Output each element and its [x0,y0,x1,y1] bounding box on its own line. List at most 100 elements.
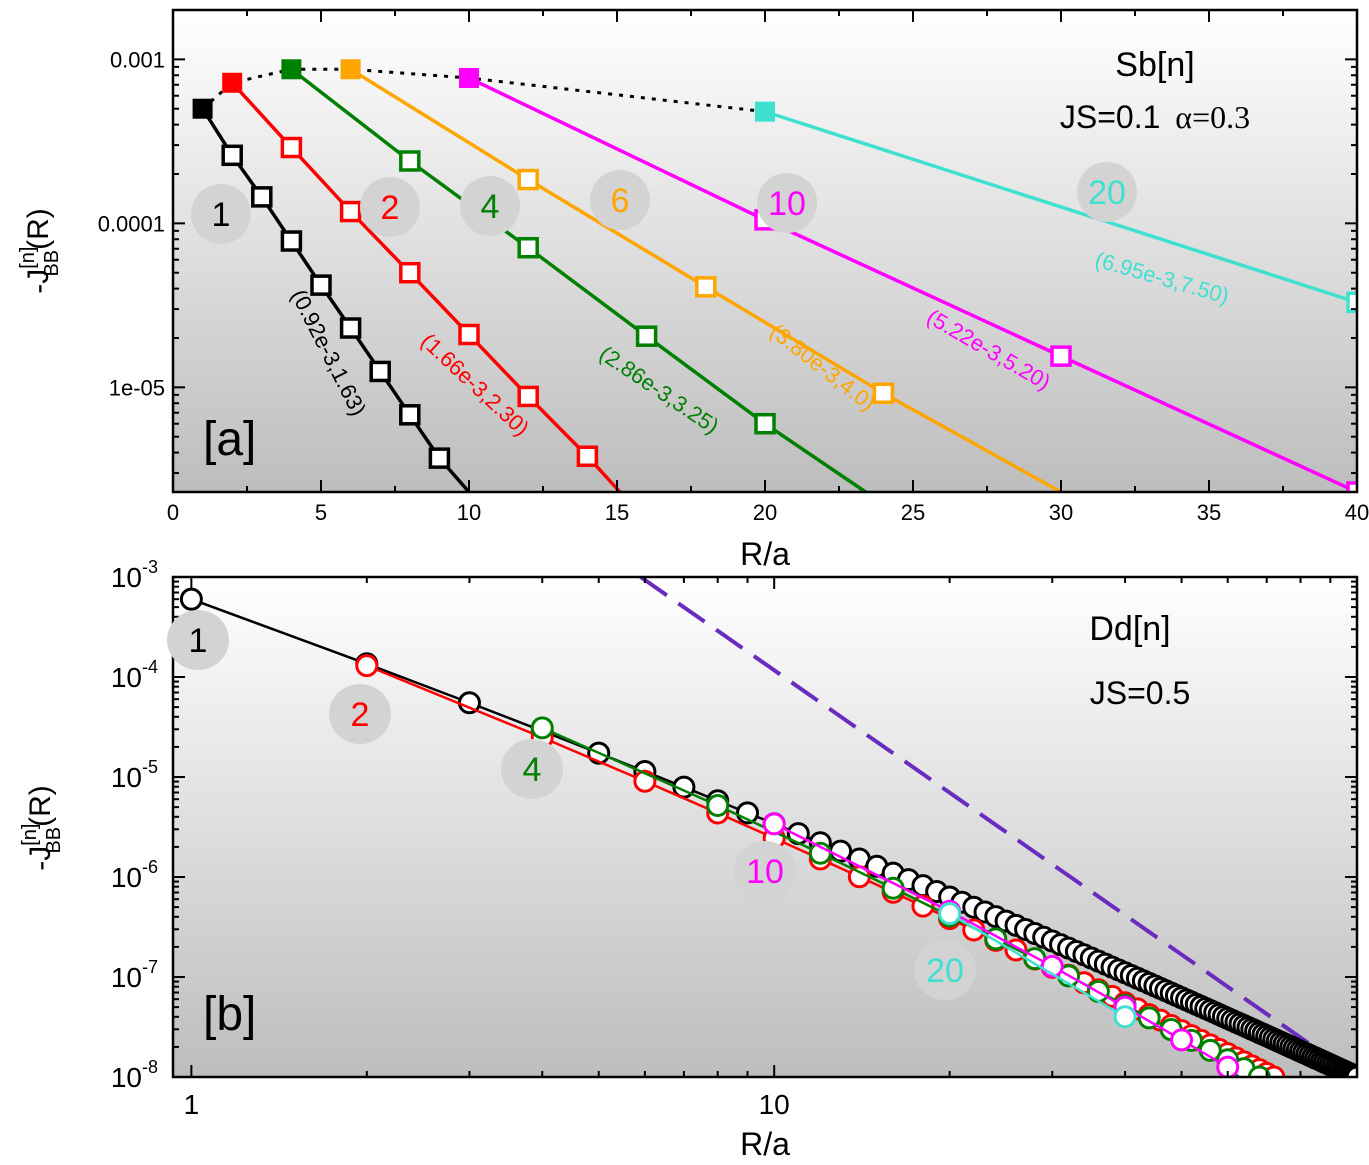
b-series-2-point [355,654,379,678]
a-series-1-label-bubble [191,184,251,244]
b-ytick-label: 10-7 [111,957,158,993]
a-xtick-label: 30 [1049,500,1073,525]
b-series-10-label: 10 [746,853,784,891]
a-series-2-point [339,200,362,223]
a-series-10-point [459,67,479,88]
a-series-6-label-bubble [590,170,650,230]
a-xtick-label: 25 [901,500,925,525]
panel-a-alpha: α=0.3 [1175,99,1250,135]
panel-b-frame [171,575,1359,1079]
a-series-20-point [755,101,775,122]
a-series-10-line [468,76,1357,492]
b-series-20-point [1113,1005,1137,1029]
b-series-1-label-bubble [167,610,229,670]
a-series-6-point [695,276,717,298]
a-series-2-point [517,385,539,408]
a-series-1-label: 1 [212,196,231,234]
a-series-1-point [339,317,362,339]
b-reference-line [639,577,1357,1077]
a-xtick-label: 10 [457,500,481,525]
panel-a-label: [a] [203,413,256,466]
b-series-20-point [938,902,962,926]
b-series-4-label: 4 [523,751,542,789]
a-series-20-point [1346,291,1357,314]
b-series-4-point [881,876,905,900]
a-series-10-label-bubble [757,173,817,233]
panel-b: 1 10 10-3 10-4 10-5 10-6 10-7 10-8 [b] Dd[n] JS… [19,557,1359,1162]
a-series-2-point [458,323,480,346]
a-series-6-label: 6 [611,182,630,220]
a-xtick-label: 40 [1345,500,1369,525]
b-series-20-label-bubble [914,940,976,1000]
a-series-2-label-bubble [360,177,420,237]
panel-b-params: JS=0.5 [1090,675,1191,711]
a-series-20-line [764,109,1357,304]
b-ytick-label: 10-3 [111,557,158,593]
panel-a-xlabel: R/a [740,536,790,572]
b-series-20-label: 20 [926,952,964,990]
a-series-2-label: 2 [381,189,400,227]
a-series-20-label: 20 [1088,174,1126,212]
b-series-10-point [762,812,786,836]
a-series-2-point [576,445,599,467]
panel-a-params: JS=0.1 α=0.3 [1060,99,1250,135]
a-series-4-label: 4 [481,188,500,226]
b-series-20-line [948,912,1126,1018]
a-series-6-point [872,382,895,405]
b-series-1-point [179,587,203,611]
a-series-1-point [221,144,243,167]
b-ytick-label: 10-8 [111,1057,158,1093]
a-series-6-point [340,59,361,80]
b-series-4-label-bubble [501,739,563,799]
a-series-4-point [754,412,776,435]
a-series-4-label-bubble [460,176,520,236]
a-series-4-point [399,150,421,172]
panel-a-js: JS=0.1 [1060,99,1161,135]
a-series-10-point [1050,345,1072,367]
a-series-1-point [399,404,421,426]
b-series-4-point [1247,1065,1271,1077]
b-ytick-label: 10-6 [111,857,158,893]
a-series-2-point [222,72,243,93]
a-series-1-point [280,230,303,252]
panel-a: 0 5 10 15 20 25 30 35 40 0.001 0.0001 1e-05 [a] Sb[… [17,8,1369,572]
b-series-10-point [1216,1055,1240,1077]
a-series-1-point [310,274,332,296]
a-xtick-label: 15 [605,500,629,525]
a-series-1-point [428,447,451,469]
panel-b-label: [b] [203,988,256,1041]
b-series-1-label: 1 [189,622,208,660]
a-xtick-label: 35 [1197,500,1221,525]
b-ytick-label: 10-5 [111,757,158,793]
a-series-2-point [399,261,421,284]
b-series-4-point [530,716,554,740]
a-ytick-label: 0.001 [110,47,165,72]
b-series-10-point [1170,1028,1194,1052]
b-series-10-label-bubble [734,841,796,901]
a-ytick-label: 1e-05 [109,375,165,400]
a-series-1-point [251,186,273,208]
a-series-1-point [369,360,391,383]
a-series-1-line [201,107,471,492]
a-xtick-label: 0 [167,500,179,525]
a-series-6-point [517,168,539,191]
a-series-20-label-bubble [1077,162,1137,222]
b-series-1-point [1345,1065,1357,1077]
b-xtick-label: 10 [759,1089,790,1120]
b-series-4-point [706,794,730,818]
a-series-1-point [192,98,213,119]
a-series-2-point [280,136,303,159]
panel-a-background [173,10,1357,492]
panel-b-ylabel: -J[n] BB(R) [19,785,65,871]
b-xtick-label: 1 [184,1089,200,1120]
a-series-10-point [1346,481,1357,492]
panel-b-xlabel: R/a [740,1126,790,1162]
b-series-2-label: 2 [351,696,370,734]
panel-a-title: Sb[n] [1115,46,1194,84]
b-series-2-label-bubble [329,684,391,744]
a-xtick-label: 5 [315,500,327,525]
a-xtick-label: 20 [753,500,777,525]
a-series-4-point [517,236,539,259]
panel-b-title: Dd[n] [1089,610,1170,648]
